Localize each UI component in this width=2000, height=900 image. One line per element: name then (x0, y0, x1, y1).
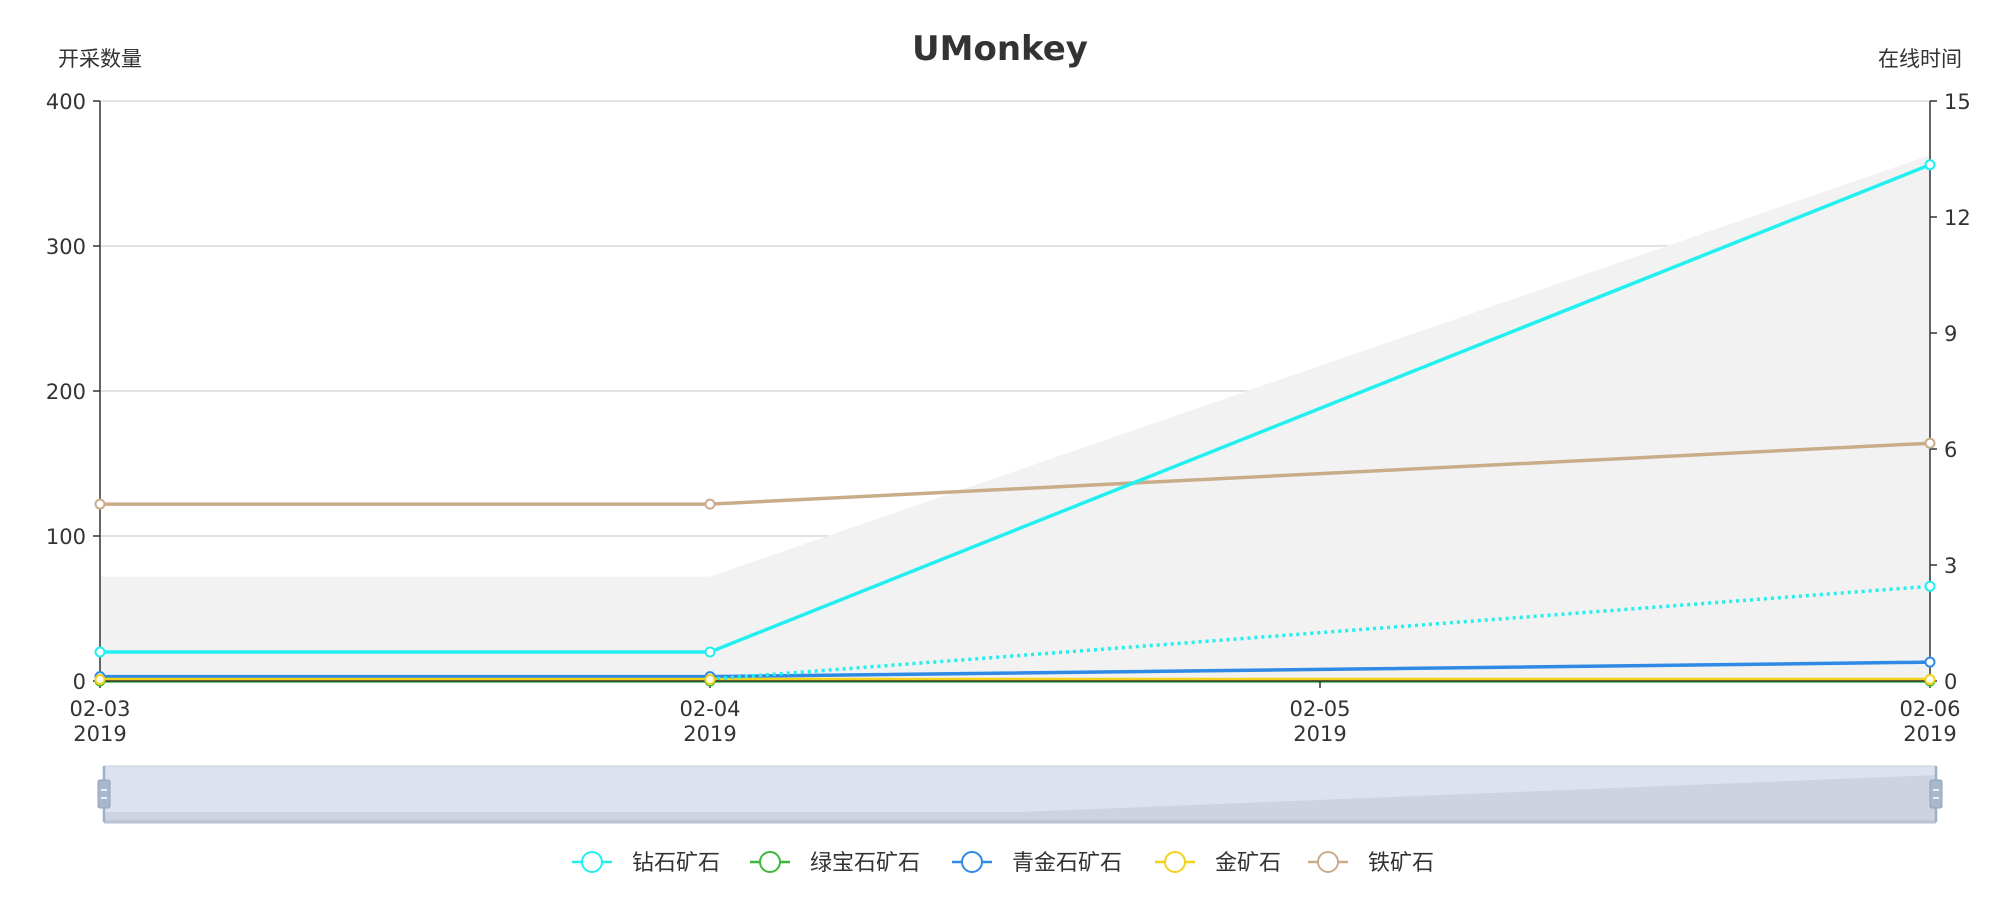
x-tick-label: 02-05 (1289, 697, 1350, 721)
x-tick-year: 2019 (1903, 722, 1956, 746)
right-tick-label: 9 (1944, 322, 1957, 346)
x-tick-label: 02-03 (69, 697, 130, 721)
left-tick-label: 0 (73, 670, 86, 694)
data-point[interactable] (94, 674, 106, 686)
right-tick-label: 15 (1944, 90, 1971, 114)
online-time-point[interactable] (1924, 580, 1936, 592)
left-tick-label: 200 (46, 380, 86, 404)
data-point[interactable] (1924, 656, 1936, 668)
x-tick-year: 2019 (73, 722, 126, 746)
legend-item[interactable]: 钻石矿石 (572, 851, 720, 876)
online-time-line (709, 584, 1931, 681)
right-tick-label: 0 (1944, 670, 1957, 694)
data-point[interactable] (1924, 437, 1936, 449)
legend[interactable]: 钻石矿石 绿宝石矿石 青金石矿石 金矿石 铁矿石 (572, 851, 1434, 876)
data-point[interactable] (704, 646, 716, 658)
legend-label: 铁矿石 (1368, 851, 1434, 876)
legend-marker (759, 851, 781, 873)
legend-item[interactable]: 绿宝石矿石 (750, 851, 920, 876)
x-tick-label: 02-04 (679, 697, 740, 721)
legend-marker (581, 851, 603, 873)
data-point[interactable] (94, 646, 106, 658)
left-tick-label: 400 (46, 90, 86, 114)
data-point[interactable] (704, 498, 716, 510)
right-tick-label: 3 (1944, 554, 1957, 578)
online-time-area (100, 155, 1930, 682)
legend-marker (1164, 851, 1186, 873)
legend-label: 绿宝石矿石 (810, 851, 920, 876)
data-point[interactable] (1924, 159, 1936, 171)
right-tick-label: 12 (1944, 206, 1971, 230)
legend-item[interactable]: 金矿石 (1155, 851, 1281, 876)
data-zoom-slider[interactable] (97, 765, 1943, 824)
data-point[interactable] (704, 674, 716, 686)
x-tick-year: 2019 (683, 722, 736, 746)
data-point[interactable] (1924, 674, 1936, 686)
chart-title: UMonkey (912, 29, 1088, 69)
legend-label: 钻石矿石 (632, 851, 720, 876)
left-axis-name: 开采数量 (58, 47, 142, 71)
zoom-handle[interactable] (97, 779, 111, 809)
x-tick-label: 02-06 (1899, 697, 1960, 721)
left-tick-label: 100 (46, 525, 86, 549)
legend-item[interactable]: 青金石矿石 (952, 851, 1122, 876)
zoom-preview (104, 775, 1936, 822)
legend-label: 金矿石 (1215, 851, 1281, 876)
zoom-handle[interactable] (1929, 779, 1943, 809)
legend-marker (1317, 851, 1339, 873)
right-tick-label: 6 (1944, 438, 1957, 462)
axes: 01002003004000369121502-03201902-0420190… (46, 90, 1971, 746)
left-tick-label: 300 (46, 235, 86, 259)
legend-item[interactable]: 铁矿石 (1308, 851, 1434, 876)
legend-label: 青金石矿石 (1012, 851, 1122, 876)
area-layer (100, 155, 1930, 682)
legend-marker (961, 851, 983, 873)
x-tick-year: 2019 (1293, 722, 1346, 746)
data-points[interactable] (94, 159, 1936, 687)
right-axis-name: 在线时间 (1878, 47, 1962, 71)
data-point[interactable] (94, 498, 106, 510)
